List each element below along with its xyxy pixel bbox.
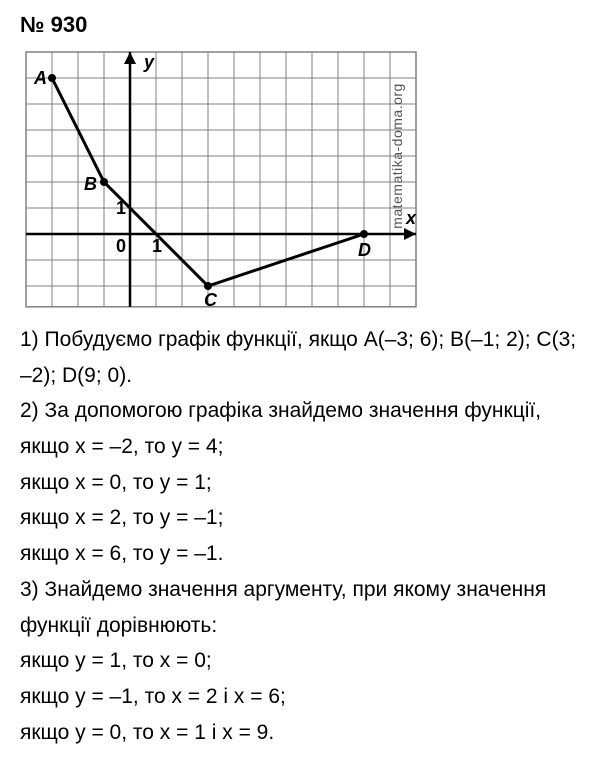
svg-text:y: y <box>143 52 155 72</box>
solution-line: 2) За допомогою графіка знайдемо значенн… <box>20 393 582 429</box>
svg-text:C: C <box>204 290 218 308</box>
solution-line: якщо x = 6, то y = –1. <box>20 536 582 572</box>
function-chart: yx011ABCD matematika-doma.org <box>20 48 430 308</box>
solution-line: якщо x = 2, то y = –1; <box>20 500 582 536</box>
solution-line: якщо y = –1, то x = 2 і x = 6; <box>20 679 582 715</box>
svg-text:D: D <box>358 240 371 260</box>
svg-text:B: B <box>84 174 97 194</box>
solution-line: якщо x = 0, то y = 1; <box>20 465 582 501</box>
solution-line: 3) Знайдемо значення аргументу, при яком… <box>20 572 582 643</box>
problem-number: № 930 <box>20 12 582 38</box>
solution-line: якщо y = 1, то x = 0; <box>20 643 582 679</box>
solution-text: 1) Побудуємо графік функції, якщо A(–3; … <box>20 322 582 750</box>
watermark: matematika-doma.org <box>389 83 405 229</box>
svg-text:A: A <box>33 68 47 88</box>
solution-line: 1) Побудуємо графік функції, якщо A(–3; … <box>20 322 582 393</box>
svg-text:x: x <box>405 208 417 228</box>
solution-line: якщо x = –2, то y = 4; <box>20 429 582 465</box>
svg-text:0: 0 <box>116 236 126 256</box>
